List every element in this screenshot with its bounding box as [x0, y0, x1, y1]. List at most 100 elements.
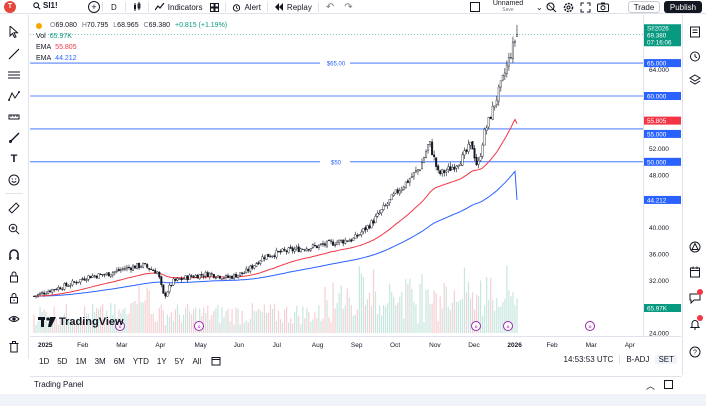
undo-icon[interactable]: ↶: [325, 1, 335, 13]
range-3m[interactable]: 3M: [94, 356, 106, 366]
candle-body: [81, 278, 84, 280]
range-1y[interactable]: 1Y: [156, 356, 167, 366]
range-5d[interactable]: 5D: [57, 356, 68, 366]
trend-line-icon[interactable]: [6, 47, 22, 61]
volume-bar: [498, 306, 500, 333]
tradingview-watermark[interactable]: TradingView: [38, 316, 124, 328]
volume-bar: [81, 320, 84, 333]
watchlist-icon[interactable]: [687, 25, 703, 39]
lock-drawings-icon[interactable]: [6, 270, 22, 284]
alert-button[interactable]: Alert: [228, 3, 264, 12]
volume-bar: [356, 309, 358, 333]
settings-gear-icon[interactable]: [563, 2, 574, 13]
emoji-icon[interactable]: [6, 173, 22, 187]
ema-slow-legend[interactable]: EMA 44.212: [36, 53, 233, 64]
zoom-in-icon[interactable]: [6, 222, 22, 236]
volume-bar: [98, 309, 100, 333]
utc-clock[interactable]: 14:53:53 UTC: [563, 355, 614, 364]
layout-grid-icon[interactable]: [470, 2, 480, 12]
session-toggle[interactable]: SET: [655, 355, 677, 364]
candle-body: [61, 288, 64, 290]
publish-button[interactable]: Publish: [664, 1, 702, 13]
volume-bar: [433, 290, 435, 333]
range-ytd[interactable]: YTD: [132, 356, 149, 366]
event-marker-arrow: »: [588, 325, 592, 331]
trash-icon[interactable]: [6, 340, 22, 354]
layers-icon[interactable]: [687, 73, 703, 87]
ruler-icon[interactable]: [6, 201, 22, 215]
candle-body: [479, 156, 482, 161]
back-adjust-toggle[interactable]: B-ADJ: [626, 355, 650, 364]
cursor-icon[interactable]: [6, 25, 22, 39]
range-1d[interactable]: 1D: [39, 356, 50, 366]
chart-pane[interactable]: $65.00 $50 » » » » »: [30, 15, 643, 336]
maximize-panel-icon[interactable]: [664, 380, 673, 389]
date-range-calendar-icon[interactable]: [211, 356, 221, 366]
volume-legend[interactable]: Vol 65.97K: [36, 31, 233, 42]
time-scale[interactable]: 2025 Feb Mar Apr May Jun Jul Aug Sep Oct Nov Dec 202…: [30, 336, 681, 350]
candle-body: [37, 294, 40, 297]
quick-search-icon[interactable]: [546, 1, 557, 13]
text-tool-icon[interactable]: T: [10, 153, 18, 165]
candle-body: [509, 57, 512, 59]
volume-bar: [512, 292, 514, 333]
chevron-up-icon[interactable]: ︿: [645, 381, 655, 391]
candle-body: [206, 272, 209, 277]
trade-button[interactable]: Trade: [628, 1, 660, 13]
volume-bar: [128, 313, 130, 333]
time-scale-svg[interactable]: 2025 Feb Mar Apr May Jun Jul Aug Sep Oct Nov Dec 202…: [30, 337, 681, 351]
range-all[interactable]: All: [192, 356, 202, 366]
range-1m[interactable]: 1M: [75, 356, 87, 366]
trading-panel-label[interactable]: Trading Panel: [34, 380, 84, 389]
brush-icon[interactable]: [6, 131, 22, 145]
redo-icon[interactable]: ↷: [344, 1, 353, 13]
layout-name-button[interactable]: Unnamed Save: [488, 0, 528, 14]
ema-fast-legend[interactable]: EMA 55.805: [36, 42, 233, 53]
candle-body: [418, 169, 421, 171]
pattern-tool-icon[interactable]: [6, 89, 22, 103]
ema-slow-line: [34, 170, 518, 297]
trading-panel-bar[interactable]: Trading Panel ︿: [30, 376, 681, 392]
chevron-down-icon[interactable]: ⌄: [536, 2, 543, 12]
horizontal-lines-icon[interactable]: [6, 68, 22, 82]
chat-icon[interactable]: [687, 289, 703, 305]
indicators-button[interactable]: Indicators: [151, 3, 207, 12]
candles-icon[interactable]: [132, 2, 142, 12]
volume-bar: [506, 265, 508, 333]
price-scale[interactable]: 70.00068.00064.00052.00048.00040.00036.0…: [643, 15, 681, 336]
help-icon[interactable]: ?: [687, 345, 703, 359]
ideas-icon[interactable]: [687, 240, 703, 254]
fullscreen-icon[interactable]: [580, 2, 591, 13]
candle-body: [277, 251, 280, 253]
alerts-clock-icon[interactable]: [687, 49, 703, 63]
replay-button[interactable]: Replay: [270, 3, 316, 12]
candle-body: [89, 275, 92, 279]
measure-tool-icon[interactable]: [6, 110, 22, 124]
candle-body: [136, 263, 139, 269]
volume-bar: [342, 308, 344, 333]
alarm-clock-icon: [233, 3, 241, 12]
candle-body: [164, 292, 167, 297]
range-6m[interactable]: 6M: [113, 356, 125, 366]
candle-body: [220, 278, 223, 280]
lock-icon[interactable]: [6, 291, 22, 305]
user-avatar[interactable]: T: [4, 0, 16, 13]
price-scale-svg[interactable]: 70.00068.00064.00052.00048.00040.00036.0…: [644, 15, 681, 336]
volume-bar: [92, 304, 94, 333]
interval-button[interactable]: D: [111, 2, 117, 12]
eye-icon[interactable]: [6, 312, 22, 326]
add-symbol-icon[interactable]: +: [88, 1, 100, 13]
camera-icon[interactable]: [597, 2, 609, 12]
magnet-icon[interactable]: [6, 248, 22, 262]
calendar-icon[interactable]: [687, 265, 703, 279]
volume-bar: [156, 321, 158, 333]
volume-bar: [184, 307, 187, 333]
templates-icon[interactable]: [210, 2, 220, 12]
candle-body: [162, 284, 165, 294]
notifications-bell-icon[interactable]: [687, 315, 703, 331]
symbol-search[interactable]: SI1!: [33, 1, 58, 10]
candle-body: [309, 248, 312, 251]
candle-body: [93, 275, 96, 277]
range-5y[interactable]: 5Y: [174, 356, 185, 366]
candle-body: [287, 247, 290, 253]
